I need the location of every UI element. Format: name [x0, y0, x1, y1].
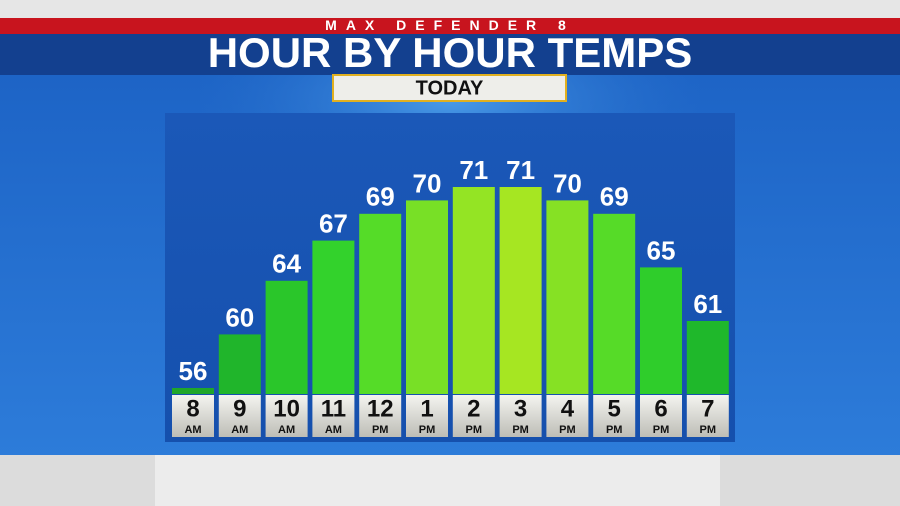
hour-box: [640, 395, 682, 437]
value-label: 71: [459, 155, 488, 185]
hour-box: [452, 395, 495, 437]
bottom-center: [155, 455, 720, 506]
period-label: PM: [372, 424, 389, 436]
period-label: AM: [325, 424, 342, 436]
brand-bar: [0, 18, 900, 34]
period-label: PM: [559, 424, 576, 436]
bar: [452, 187, 495, 394]
period-label: AM: [278, 424, 295, 436]
value-label: 60: [225, 302, 254, 332]
x-tick-label: 6: [654, 395, 667, 422]
value-label: 69: [366, 182, 395, 212]
x-tick-label: 5: [608, 395, 621, 422]
x-tick-label: 2: [467, 395, 480, 422]
bar: [265, 280, 308, 394]
x-tick-label: 9: [233, 395, 246, 422]
hour-box: [218, 395, 261, 437]
period-label: PM: [700, 424, 717, 436]
value-label: 64: [272, 249, 301, 279]
value-label: 70: [413, 168, 442, 198]
value-label: 71: [506, 155, 535, 185]
top-strip: [0, 0, 900, 18]
hour-box: [406, 395, 448, 437]
subtitle: TODAY: [416, 77, 484, 99]
bar: [593, 213, 636, 394]
value-label: 61: [693, 289, 722, 319]
x-tick-label: 8: [186, 395, 199, 422]
period-label: PM: [466, 424, 483, 436]
hour-box: [686, 395, 729, 437]
hour-box: [546, 395, 589, 437]
value-label: 70: [553, 168, 582, 198]
bar: [172, 388, 214, 394]
value-label: 56: [179, 356, 208, 386]
bar: [546, 200, 589, 394]
hour-box: [172, 395, 214, 437]
value-label: 67: [319, 208, 348, 238]
period-label: PM: [419, 424, 436, 436]
chart-title: HOUR BY HOUR TEMPS: [208, 29, 693, 76]
x-tick-label: 3: [514, 395, 527, 422]
period-label: PM: [653, 424, 670, 436]
hour-box: [265, 395, 308, 437]
period-label: AM: [231, 424, 248, 436]
bar: [686, 321, 729, 394]
brand: MAX DEFENDER 8: [325, 17, 575, 33]
bar: [499, 187, 542, 394]
subtitle-box: [332, 74, 567, 102]
value-label: 69: [600, 182, 629, 212]
hour-box: [359, 395, 402, 437]
x-tick-label: 12: [367, 395, 394, 422]
x-tick-label: 4: [561, 395, 575, 422]
x-tick-label: 11: [321, 395, 346, 422]
hour-box: [499, 395, 542, 437]
bar: [218, 334, 261, 394]
bar: [640, 267, 682, 394]
period-label: AM: [184, 424, 201, 436]
bar: [406, 200, 448, 394]
value-label: 65: [647, 235, 676, 265]
x-tick-label: 1: [420, 395, 433, 422]
x-tick-label: 10: [273, 395, 300, 422]
bar: [312, 240, 355, 394]
x-tick-label: 7: [701, 395, 714, 422]
hour-box: [593, 395, 636, 437]
title-bar: [0, 34, 900, 75]
hour-box: [312, 395, 355, 437]
period-label: PM: [606, 424, 623, 436]
period-label: PM: [512, 424, 529, 436]
bar: [359, 213, 402, 394]
